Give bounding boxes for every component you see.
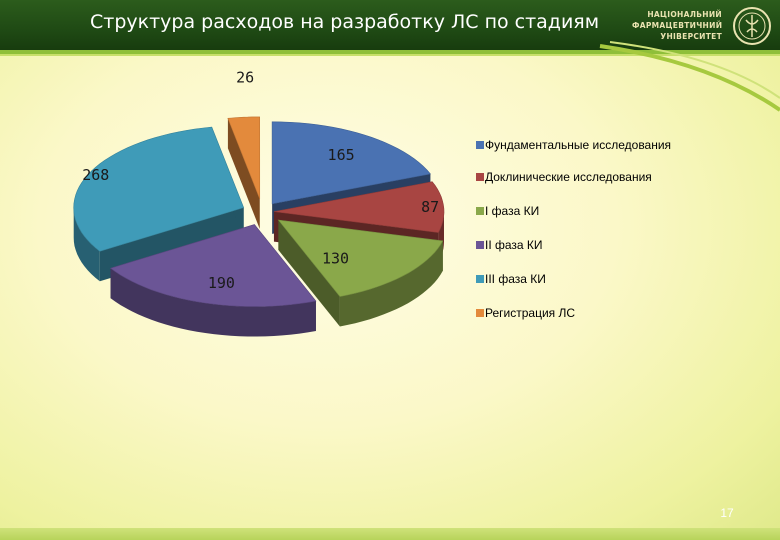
pie-slice-side	[110, 268, 316, 337]
legend-label: Фундаментальные исследования	[485, 138, 672, 152]
pie-slice-wall	[227, 118, 260, 229]
pie-slice-top	[277, 219, 444, 297]
page-title: Структура расходов на разработку ЛС по с…	[90, 11, 600, 33]
legend-label: III фаза КИ	[485, 272, 546, 286]
pie-slice-registration	[227, 116, 261, 229]
pie-slice-wall	[278, 220, 340, 327]
pie-slice-side	[73, 207, 100, 282]
data-label-registration: 26	[236, 69, 254, 87]
legend-label: I фаза КИ	[485, 204, 540, 218]
pie-slice-side	[339, 240, 443, 327]
data-label-fundamental: 165	[328, 146, 355, 164]
legend-item-phase3: III фаза КИ	[476, 272, 685, 286]
pie-slice-phase2	[109, 224, 317, 337]
legend-swatch	[476, 241, 484, 249]
footer-band	[0, 528, 780, 540]
legend-swatch	[476, 207, 484, 215]
pie-slice-top	[227, 116, 261, 199]
data-label-phase3: 268	[82, 166, 109, 184]
pie-slice-top	[109, 224, 317, 307]
pie-slice-top	[271, 121, 431, 205]
legend-item-phase2: II фаза КИ	[476, 238, 685, 252]
legend-swatch	[476, 275, 484, 283]
page-number: 17	[720, 506, 734, 520]
logo-text: НАЦІОНАЛЬНИЙ ФАРМАЦЕВТИЧНИЙ УНІВЕРСИТЕТ	[632, 9, 722, 42]
legend-swatch	[476, 173, 484, 181]
legend-swatch	[476, 309, 484, 317]
data-label-phase1: 130	[322, 250, 349, 268]
legend-item-fundamental: Фундаментальные исследования	[476, 138, 685, 152]
logo-line: НАЦІОНАЛЬНИЙ	[647, 10, 722, 19]
legend-label: Регистрация ЛС	[485, 306, 576, 320]
legend-label: Доклинические исследования	[485, 170, 652, 184]
legend-swatch	[476, 141, 484, 149]
header-bar: Структура расходов на разработку ЛС по с…	[0, 0, 780, 50]
logo-line: ФАРМАЦЕВТИЧНИЙ	[632, 21, 723, 30]
logo-line: УНІВЕРСИТЕТ	[660, 32, 722, 41]
header-stripe	[0, 50, 780, 54]
pie-slice-top	[73, 126, 245, 252]
data-label-phase2: 190	[208, 274, 235, 292]
pie-slice-phase1	[277, 219, 444, 327]
header-stripe-light	[0, 54, 780, 56]
seal-icon	[733, 7, 771, 45]
pie-slice-top	[273, 181, 445, 233]
data-label-preclinical: 87	[421, 198, 439, 216]
legend-label: II фаза КИ	[485, 238, 543, 252]
legend-item-registration: Регистрация ЛС	[476, 306, 685, 320]
legend-item-preclinical: Доклинические исследования	[476, 170, 685, 184]
legend-item-phase1: I фаза КИ	[476, 204, 685, 218]
decorative-swoosh	[599, 41, 780, 112]
university-logo: НАЦІОНАЛЬНИЙ ФАРМАЦЕВТИЧНИЙ УНІВЕРСИТЕТ	[632, 6, 780, 46]
